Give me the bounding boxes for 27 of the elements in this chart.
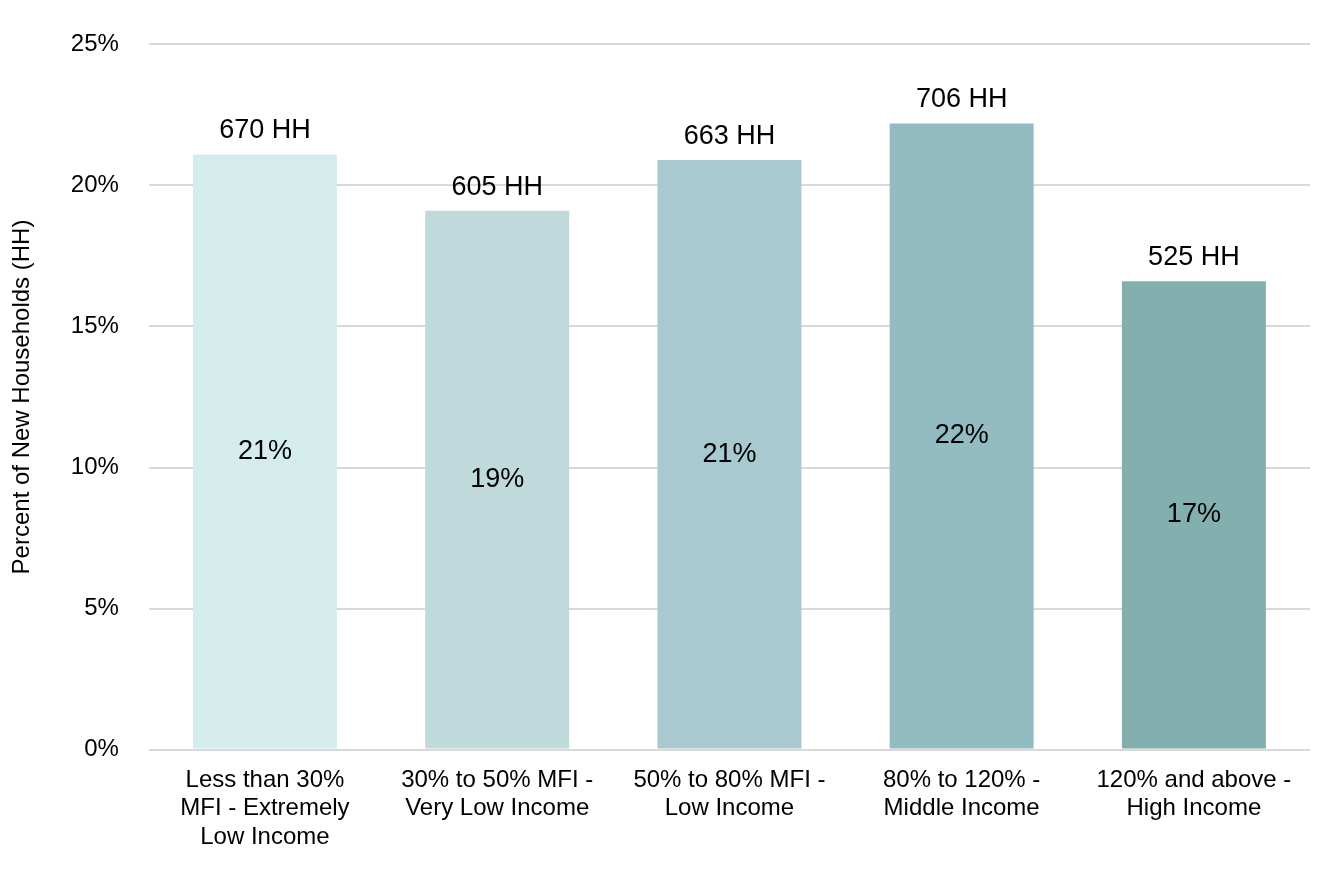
- bar: [192, 154, 337, 749]
- y-tick-label: 25%: [70, 29, 119, 57]
- x-tick-label: 30% to 50% MFI - Very Low Income: [401, 764, 594, 821]
- annotation: 670 HH: [219, 114, 311, 145]
- data-label: 19%: [470, 463, 525, 494]
- annotation: 525 HH: [1148, 241, 1240, 272]
- x-tick-label: Less than 30% MFI - Extremely Low Income: [180, 764, 350, 850]
- data-label: 21%: [702, 437, 757, 468]
- bar: [425, 210, 570, 749]
- annotation: 663 HH: [683, 120, 776, 151]
- bar: [1121, 281, 1266, 749]
- bar: [889, 123, 1034, 749]
- y-tick-label: 15%: [70, 311, 119, 339]
- data-label: 17%: [1166, 498, 1221, 529]
- y-tick-label: 0%: [84, 734, 119, 762]
- x-tick-label: 80% to 120% - Middle Income: [882, 764, 1041, 821]
- y-axis-title: Percent of New Households (HH): [7, 219, 35, 575]
- data-label: 22%: [934, 419, 989, 450]
- y-tick-label: 10%: [70, 452, 119, 480]
- y-tick-label: 20%: [70, 170, 119, 198]
- x-tick-label: 50% to 80% MFI - Low Income: [633, 764, 826, 821]
- annotation: 605 HH: [451, 170, 543, 201]
- bar: [657, 160, 802, 749]
- y-tick-label: 5%: [84, 593, 119, 621]
- data-label: 21%: [237, 434, 292, 465]
- x-tick-label: 120% and above - High Income: [1096, 764, 1292, 821]
- annotation: 706 HH: [915, 83, 1008, 114]
